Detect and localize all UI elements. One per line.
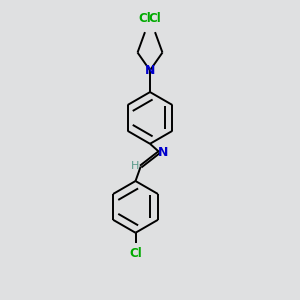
- Text: Cl: Cl: [129, 247, 142, 260]
- Text: N: N: [158, 146, 168, 159]
- Text: Cl: Cl: [139, 12, 151, 25]
- Text: N: N: [145, 64, 155, 77]
- Text: Cl: Cl: [149, 12, 161, 25]
- Text: H: H: [131, 160, 139, 170]
